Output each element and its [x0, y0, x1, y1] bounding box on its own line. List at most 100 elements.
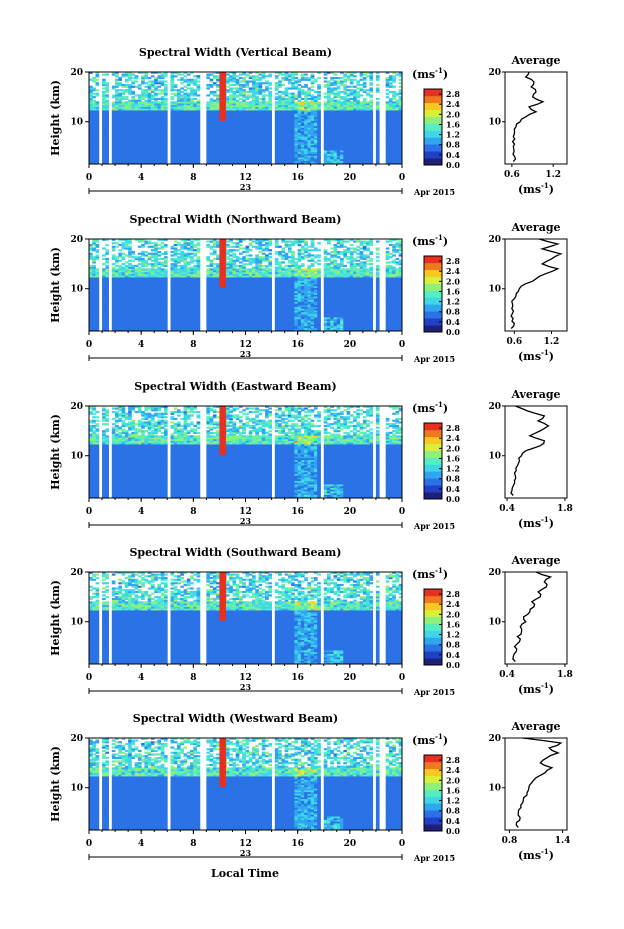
heatmap-cell	[92, 273, 96, 276]
heatmap-cell	[242, 157, 246, 160]
heatmap-cell	[327, 160, 331, 163]
heatmap-cell	[252, 78, 256, 81]
heatmap-cell	[258, 134, 263, 137]
heatmap-cell	[92, 144, 96, 147]
heatmap-cell	[291, 113, 295, 116]
heatmap-cell	[190, 129, 194, 132]
heatmap-cell	[144, 153, 149, 156]
heatmap-cell	[278, 162, 282, 165]
heatmap-cell	[336, 103, 341, 106]
heatmap-cell	[222, 125, 227, 128]
heatmap-cell	[124, 118, 129, 121]
heatmap-cell	[258, 141, 263, 144]
heatmap-cell	[118, 143, 122, 146]
heatmap-cell	[300, 153, 305, 156]
heatmap-cell	[349, 134, 354, 137]
heatmap-cell	[124, 153, 129, 156]
heatmap-cell	[206, 155, 211, 158]
heatmap-cell	[232, 146, 237, 149]
heatmap-cell	[310, 129, 315, 132]
heatmap-cell	[333, 153, 338, 156]
heatmap-cell	[137, 132, 142, 135]
heatmap-cell	[242, 71, 246, 74]
heatmap-cell	[330, 157, 334, 160]
heatmap-cell	[92, 104, 96, 107]
heatmap-cell	[323, 103, 328, 106]
heatmap-cell	[294, 80, 299, 83]
heatmap-cell	[95, 137, 100, 141]
heatmap-cell	[141, 89, 145, 92]
heatmap-cell	[137, 129, 142, 132]
heatmap-cell	[157, 150, 162, 153]
heatmap-cell	[349, 85, 354, 88]
heatmap-cell	[137, 141, 142, 144]
heatmap-cell	[317, 103, 321, 106]
heatmap-cell	[287, 143, 292, 146]
heatmap-cell	[137, 146, 142, 149]
heatmap-cell	[180, 122, 184, 125]
heatmap-cell	[173, 123, 178, 127]
heatmap-cell	[268, 96, 272, 99]
heatmap-cell	[102, 136, 106, 139]
heatmap-cell	[131, 280, 136, 283]
heatmap-cell	[284, 75, 289, 78]
heatmap-cell	[392, 96, 396, 99]
heatmap-cell	[225, 73, 230, 76]
heatmap-cell	[330, 83, 334, 87]
heatmap-cell	[141, 92, 145, 95]
heatmap-cell	[102, 158, 106, 161]
heatmap-cell	[95, 277, 100, 280]
heatmap-cell	[177, 123, 181, 127]
heatmap-cell	[141, 277, 145, 280]
heatmap-cell	[287, 136, 292, 139]
heatmap-cell	[89, 308, 93, 311]
heatmap-cell	[131, 127, 136, 130]
heatmap-cell	[333, 137, 338, 141]
heatmap-cell	[369, 78, 374, 81]
heatmap-cell	[346, 78, 351, 81]
heatmap-cell	[170, 141, 175, 144]
heatmap-cell	[232, 103, 237, 106]
heatmap-cell	[212, 104, 217, 107]
heatmap-cell	[353, 96, 357, 99]
heatmap-cell	[124, 122, 129, 125]
heatmap-cell	[333, 134, 338, 137]
heatmap-cell	[128, 306, 132, 309]
heatmap-cell	[375, 146, 380, 149]
heatmap-cell	[255, 113, 259, 116]
heatmap-cell	[229, 127, 233, 130]
heatmap-cell	[330, 122, 334, 125]
heatmap-cell	[92, 259, 96, 262]
heatmap-cell	[349, 110, 354, 113]
heatmap-cell	[248, 155, 253, 158]
heatmap-cell	[284, 113, 289, 116]
heatmap-cell	[180, 108, 184, 111]
heatmap-cell	[291, 146, 295, 149]
heatmap-cell	[144, 264, 149, 267]
heatmap-cell	[137, 296, 142, 299]
heatmap-cell	[232, 87, 237, 90]
heatmap-cell	[349, 123, 354, 127]
heatmap-cell	[177, 120, 181, 123]
heatmap-cell	[284, 87, 289, 90]
heatmap-cell	[219, 118, 224, 121]
heatmap-cell	[291, 150, 295, 153]
heatmap-cell	[222, 111, 227, 114]
heatmap-cell	[196, 150, 201, 153]
heatmap-cell	[343, 148, 347, 151]
heatmap-cell	[177, 117, 181, 120]
heatmap-cell	[147, 99, 152, 102]
heatmap-cell	[265, 160, 269, 163]
heatmap-cell	[89, 139, 93, 142]
heatmap-cell	[242, 85, 246, 88]
heatmap-cell	[392, 137, 396, 141]
heatmap-cell	[212, 94, 217, 97]
heatmap-cell	[206, 127, 211, 130]
heatmap-cell	[105, 120, 109, 123]
heatmap-cell	[346, 85, 351, 88]
heatmap-cell	[92, 122, 96, 125]
heatmap-cell	[134, 313, 139, 316]
heatmap-cell	[300, 157, 305, 160]
heatmap-cell	[216, 99, 220, 102]
heatmap-cell	[222, 94, 227, 97]
